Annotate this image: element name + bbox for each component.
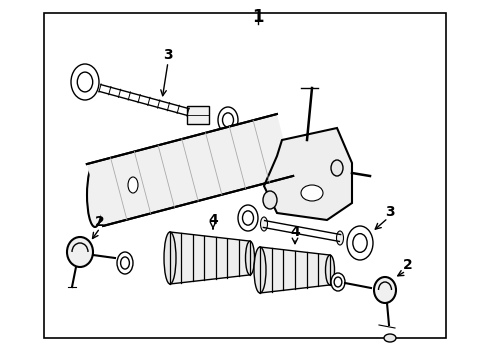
Ellipse shape xyxy=(121,257,129,269)
Ellipse shape xyxy=(261,217,268,231)
Ellipse shape xyxy=(331,273,345,291)
Ellipse shape xyxy=(254,247,266,293)
Ellipse shape xyxy=(243,211,253,225)
Ellipse shape xyxy=(325,255,335,285)
Bar xyxy=(44,13,446,338)
Ellipse shape xyxy=(238,205,258,231)
Ellipse shape xyxy=(337,231,343,245)
Ellipse shape xyxy=(384,334,396,342)
Ellipse shape xyxy=(71,64,99,100)
Ellipse shape xyxy=(334,277,342,287)
Ellipse shape xyxy=(67,237,93,267)
Ellipse shape xyxy=(331,160,343,176)
Text: 2: 2 xyxy=(95,215,105,229)
Text: 3: 3 xyxy=(385,205,395,219)
Ellipse shape xyxy=(263,191,277,209)
Ellipse shape xyxy=(245,241,254,275)
Ellipse shape xyxy=(374,277,396,303)
Ellipse shape xyxy=(128,177,138,193)
Text: 3: 3 xyxy=(163,48,173,62)
Ellipse shape xyxy=(117,252,133,274)
Polygon shape xyxy=(187,106,209,124)
Ellipse shape xyxy=(77,72,93,92)
Ellipse shape xyxy=(87,163,103,227)
Ellipse shape xyxy=(301,185,323,201)
Polygon shape xyxy=(87,114,293,226)
Ellipse shape xyxy=(164,232,176,284)
Polygon shape xyxy=(260,247,330,293)
Text: 1: 1 xyxy=(252,8,264,26)
Ellipse shape xyxy=(218,107,238,133)
Text: 4: 4 xyxy=(208,213,218,227)
Ellipse shape xyxy=(222,113,234,127)
Ellipse shape xyxy=(347,226,373,260)
Polygon shape xyxy=(170,232,250,284)
Text: 4: 4 xyxy=(290,225,300,239)
Polygon shape xyxy=(264,128,352,220)
Text: 2: 2 xyxy=(403,258,413,272)
Ellipse shape xyxy=(353,234,367,252)
